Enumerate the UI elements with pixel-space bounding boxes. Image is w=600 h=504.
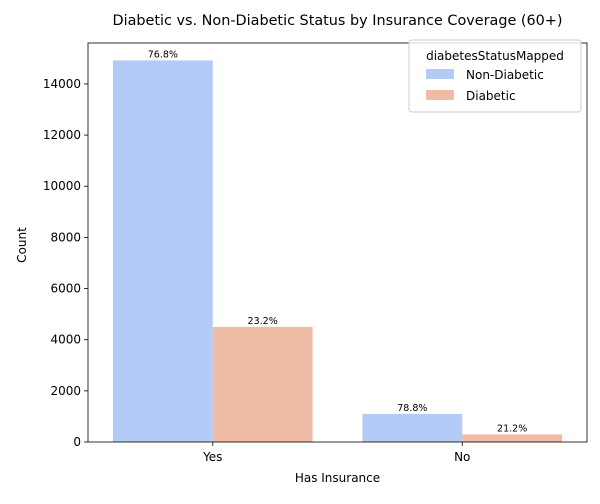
y-tick-label: 12000 [43,128,81,142]
y-tick-label: 4000 [50,333,81,347]
plot-area: 76.8% 23.2% Yes 78.8% 21.2% No 0 2000 4000 6000 80… [43,42,588,464]
bar-non-diabetic-no [362,413,463,442]
y-tick-label: 10000 [43,179,81,193]
y-tick-label: 2000 [50,384,81,398]
legend-label-non-diabetic: Non-Diabetic [466,68,544,82]
bar-value-label: 78.8% [397,403,427,414]
x-tick-label: No [454,450,470,464]
legend-title: diabetesStatusMapped [426,49,564,63]
y-tick-label: 0 [73,435,81,449]
y-tick-label: 8000 [50,230,81,244]
y-tick-label: 6000 [50,282,81,296]
legend: diabetesStatusMapped Non-Diabetic Diabetic [408,39,582,113]
legend-label-diabetic: Diabetic [466,89,516,103]
legend-swatch-non-diabetic [426,69,454,79]
y-axis-label: Count [15,227,29,263]
bar-diabetic-no [462,434,563,442]
y-tick-label: 14000 [43,77,81,91]
bar-value-label: 23.2% [248,316,278,327]
bar-non-diabetic-yes [112,60,213,443]
bar-diabetic-yes [212,326,313,442]
legend-swatch-diabetic [426,90,454,100]
bar-value-label: 21.2% [497,423,527,434]
x-tick-label: Yes [202,450,222,464]
chart-title: Diabetic vs. Non-Diabetic Status by Insu… [112,13,562,29]
bar-value-label: 76.8% [148,49,178,60]
axes-frame [87,42,588,443]
x-axis-label: Has Insurance [295,471,380,485]
